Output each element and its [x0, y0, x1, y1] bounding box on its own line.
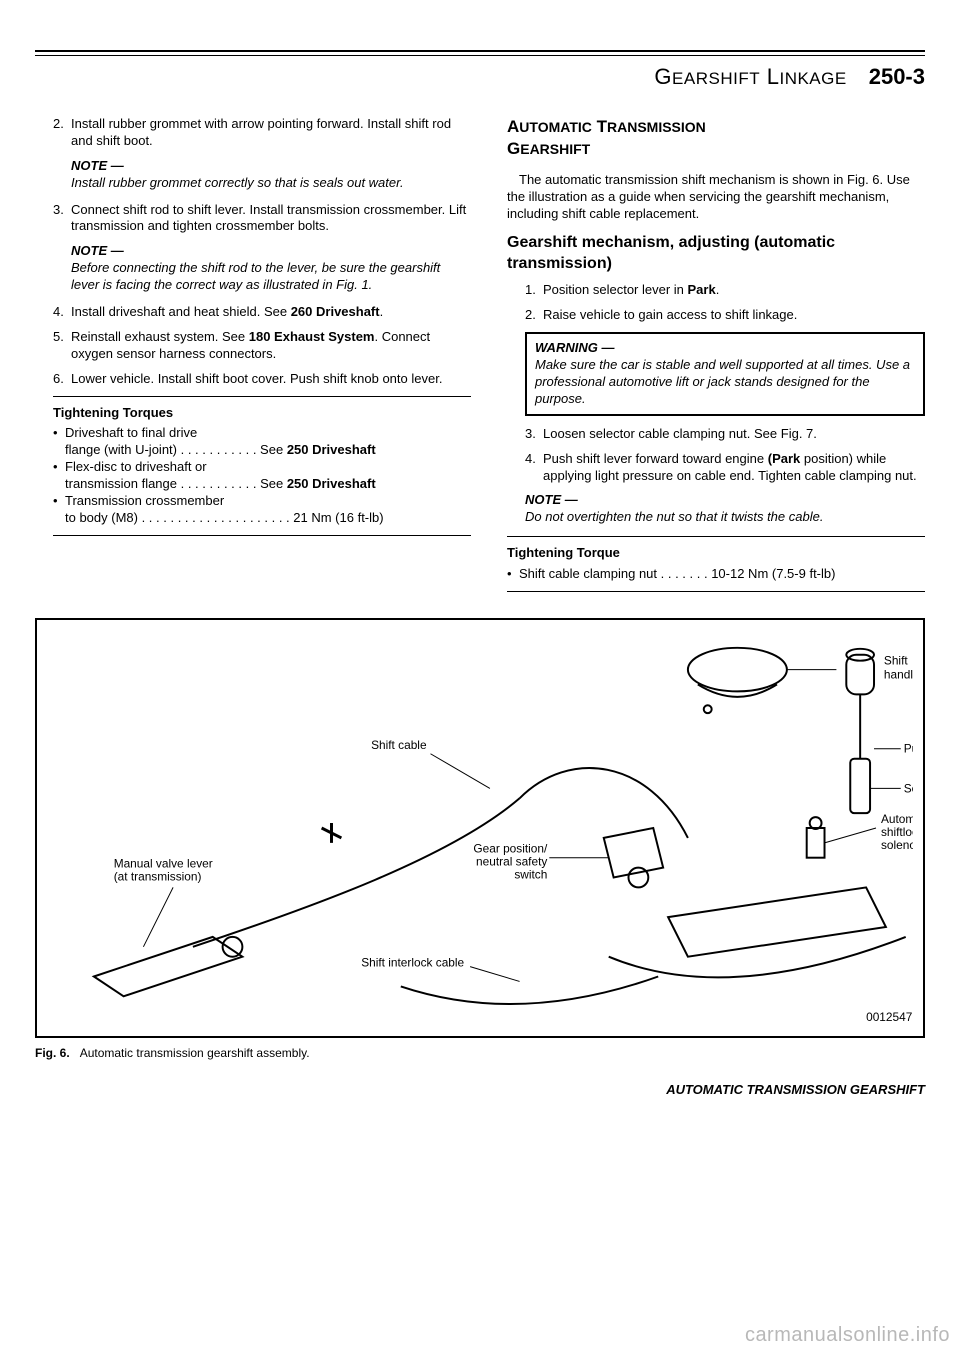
t: .	[716, 282, 720, 297]
torque-text: Transmission crossmemberto body (M8) . .…	[65, 493, 471, 527]
bullet-dot: •	[507, 566, 519, 583]
fig-caption-bold: Fig. 6.	[35, 1046, 70, 1060]
label-selector-lever: Selector lever	[904, 781, 913, 795]
note-text: Do not overtighten the nut so that it tw…	[525, 509, 925, 526]
step-4r: 4. Push shift lever forward toward engin…	[507, 451, 925, 485]
watermark: carmanualsonline.info	[745, 1324, 950, 1347]
step-body: Raise vehicle to gain access to shift li…	[543, 307, 925, 324]
torque-text: Shift cable clamping nut . . . . . . . 1…	[519, 566, 925, 583]
intro-para: The automatic transmission shift mechani…	[507, 172, 925, 223]
warning-title: WARNING —	[535, 340, 915, 357]
label-gear-pos: Gear position/neutral safetyswitch	[473, 842, 548, 882]
h2-b2: RANSMISSION	[607, 119, 706, 135]
h2-b: T	[592, 117, 607, 136]
header-title-g: G	[654, 64, 672, 89]
note-r: NOTE — Do not overtighten the nut so tha…	[507, 492, 925, 526]
warning-box: WARNING — Make sure the car is stable an…	[525, 332, 925, 416]
subheading: Gearshift mechanism, adjusting (automati…	[507, 233, 925, 275]
header-page-number: 250-3	[869, 64, 925, 90]
step-body: Lower vehicle. Install shift boot cover.…	[71, 371, 471, 388]
t: Position selector lever in	[543, 282, 688, 297]
note-2: NOTE — Before connecting the shift rod t…	[53, 243, 471, 294]
figure-box: Shifthandle Pull rod Selector lever Auto…	[35, 618, 925, 1038]
step-3: 3. Connect shift rod to shift lever. Ins…	[53, 202, 471, 236]
step-number: 2.	[525, 307, 543, 324]
step-number: 5.	[53, 329, 71, 363]
step-body: Install driveshaft and heat shield. See …	[71, 304, 471, 321]
tightening-torque-head: Tightening Torque	[507, 545, 925, 562]
footer-text: AUTOMATIC TRANSMISSION GEARSHIFT	[35, 1082, 925, 1097]
torque-item: • Flex-disc to driveshaft ortransmission…	[53, 459, 471, 493]
h2-a2: UTOMATIC	[519, 119, 592, 135]
step-number: 3.	[525, 426, 543, 443]
torque-item: • Transmission crossmemberto body (M8) .…	[53, 493, 471, 527]
note-label: NOTE —	[525, 492, 925, 509]
page: GEARSHIFT LINKAGE 250-3 2. Install rubbe…	[0, 0, 960, 1127]
right-column: AUTOMATIC TRANSMISSION GEARSHIFT The aut…	[507, 116, 925, 600]
step-number: 6.	[53, 371, 71, 388]
label-interlock: Shift interlock cable	[361, 956, 464, 970]
bullet-dot: •	[53, 459, 65, 493]
torque-text: Driveshaft to final driveflange (with U-…	[65, 425, 471, 459]
step-number: 4.	[525, 451, 543, 485]
t: Push shift lever forward toward engine	[543, 451, 768, 466]
note-text: Before connecting the shift rod to the l…	[71, 260, 471, 294]
note-1: NOTE — Install rubber grommet correctly …	[53, 158, 471, 192]
torque-item: • Driveshaft to final driveflange (with …	[53, 425, 471, 459]
step-body: Reinstall exhaust system. See 180 Exhaus…	[71, 329, 471, 363]
step-body: Install rubber grommet with arrow pointi…	[71, 116, 471, 150]
warning-text: Make sure the car is stable and well sup…	[535, 357, 915, 408]
header-row: GEARSHIFT LINKAGE 250-3	[35, 55, 925, 90]
header-title-l: L	[760, 64, 779, 89]
figure-svg: Shifthandle Pull rod Selector lever Auto…	[47, 630, 913, 1026]
note-label: NOTE —	[71, 158, 471, 175]
label-pull-rod: Pull rod	[904, 742, 913, 756]
h2-c2: EARSHIFT	[520, 141, 590, 157]
note-label: NOTE —	[71, 243, 471, 260]
t-bold: (Park	[768, 451, 801, 466]
divider	[53, 396, 471, 397]
label-shiftlock: Automaticshiftlocksolenoid	[881, 812, 913, 852]
section-heading: AUTOMATIC TRANSMISSION GEARSHIFT	[507, 116, 925, 160]
label-manual-valve: Manual valve lever(at transmission)	[114, 857, 213, 884]
step-body: Position selector lever in Park.	[543, 282, 925, 299]
note-text: Install rubber grommet correctly so that…	[71, 175, 471, 192]
h2-c: G	[507, 139, 520, 158]
header-title-suf: INKAGE	[779, 69, 846, 88]
divider	[507, 591, 925, 592]
step-body: Loosen selector cable clamping nut. See …	[543, 426, 925, 443]
label-shift-handle: Shifthandle	[884, 654, 913, 682]
header-rule-top	[35, 50, 925, 52]
bullet-dot: •	[53, 425, 65, 459]
figure-caption: Fig. 6. Automatic transmission gearshift…	[35, 1046, 925, 1060]
divider	[507, 536, 925, 537]
step-number: 2.	[53, 116, 71, 150]
step-6: 6. Lower vehicle. Install shift boot cov…	[53, 371, 471, 388]
step-2: 2. Install rubber grommet with arrow poi…	[53, 116, 471, 150]
left-column: 2. Install rubber grommet with arrow poi…	[35, 116, 471, 600]
step-body: Push shift lever forward toward engine (…	[543, 451, 925, 485]
step-number: 3.	[53, 202, 71, 236]
figure-ref: 0012547	[866, 1010, 912, 1024]
torque-text: Flex-disc to driveshaft ortransmission f…	[65, 459, 471, 493]
header-title-mid: EARSHIFT	[672, 69, 760, 88]
bullet-dot: •	[53, 493, 65, 527]
torque-item: • Shift cable clamping nut . . . . . . .…	[507, 566, 925, 583]
columns: 2. Install rubber grommet with arrow poi…	[35, 116, 925, 600]
step-4: 4. Install driveshaft and heat shield. S…	[53, 304, 471, 321]
label-shift-cable: Shift cable	[371, 738, 427, 752]
step-body: Connect shift rod to shift lever. Instal…	[71, 202, 471, 236]
step-1: 1. Position selector lever in Park.	[507, 282, 925, 299]
step-number: 4.	[53, 304, 71, 321]
divider	[53, 535, 471, 536]
fig-caption-text: Automatic transmission gearshift assembl…	[80, 1046, 310, 1060]
header-title: GEARSHIFT LINKAGE	[654, 64, 846, 90]
tightening-torques-head: Tightening Torques	[53, 405, 471, 422]
h2-a: A	[507, 117, 519, 136]
step-5: 5. Reinstall exhaust system. See 180 Exh…	[53, 329, 471, 363]
t-bold: Park	[688, 282, 716, 297]
step-2r: 2. Raise vehicle to gain access to shift…	[507, 307, 925, 324]
step-number: 1.	[525, 282, 543, 299]
step-3r: 3. Loosen selector cable clamping nut. S…	[507, 426, 925, 443]
